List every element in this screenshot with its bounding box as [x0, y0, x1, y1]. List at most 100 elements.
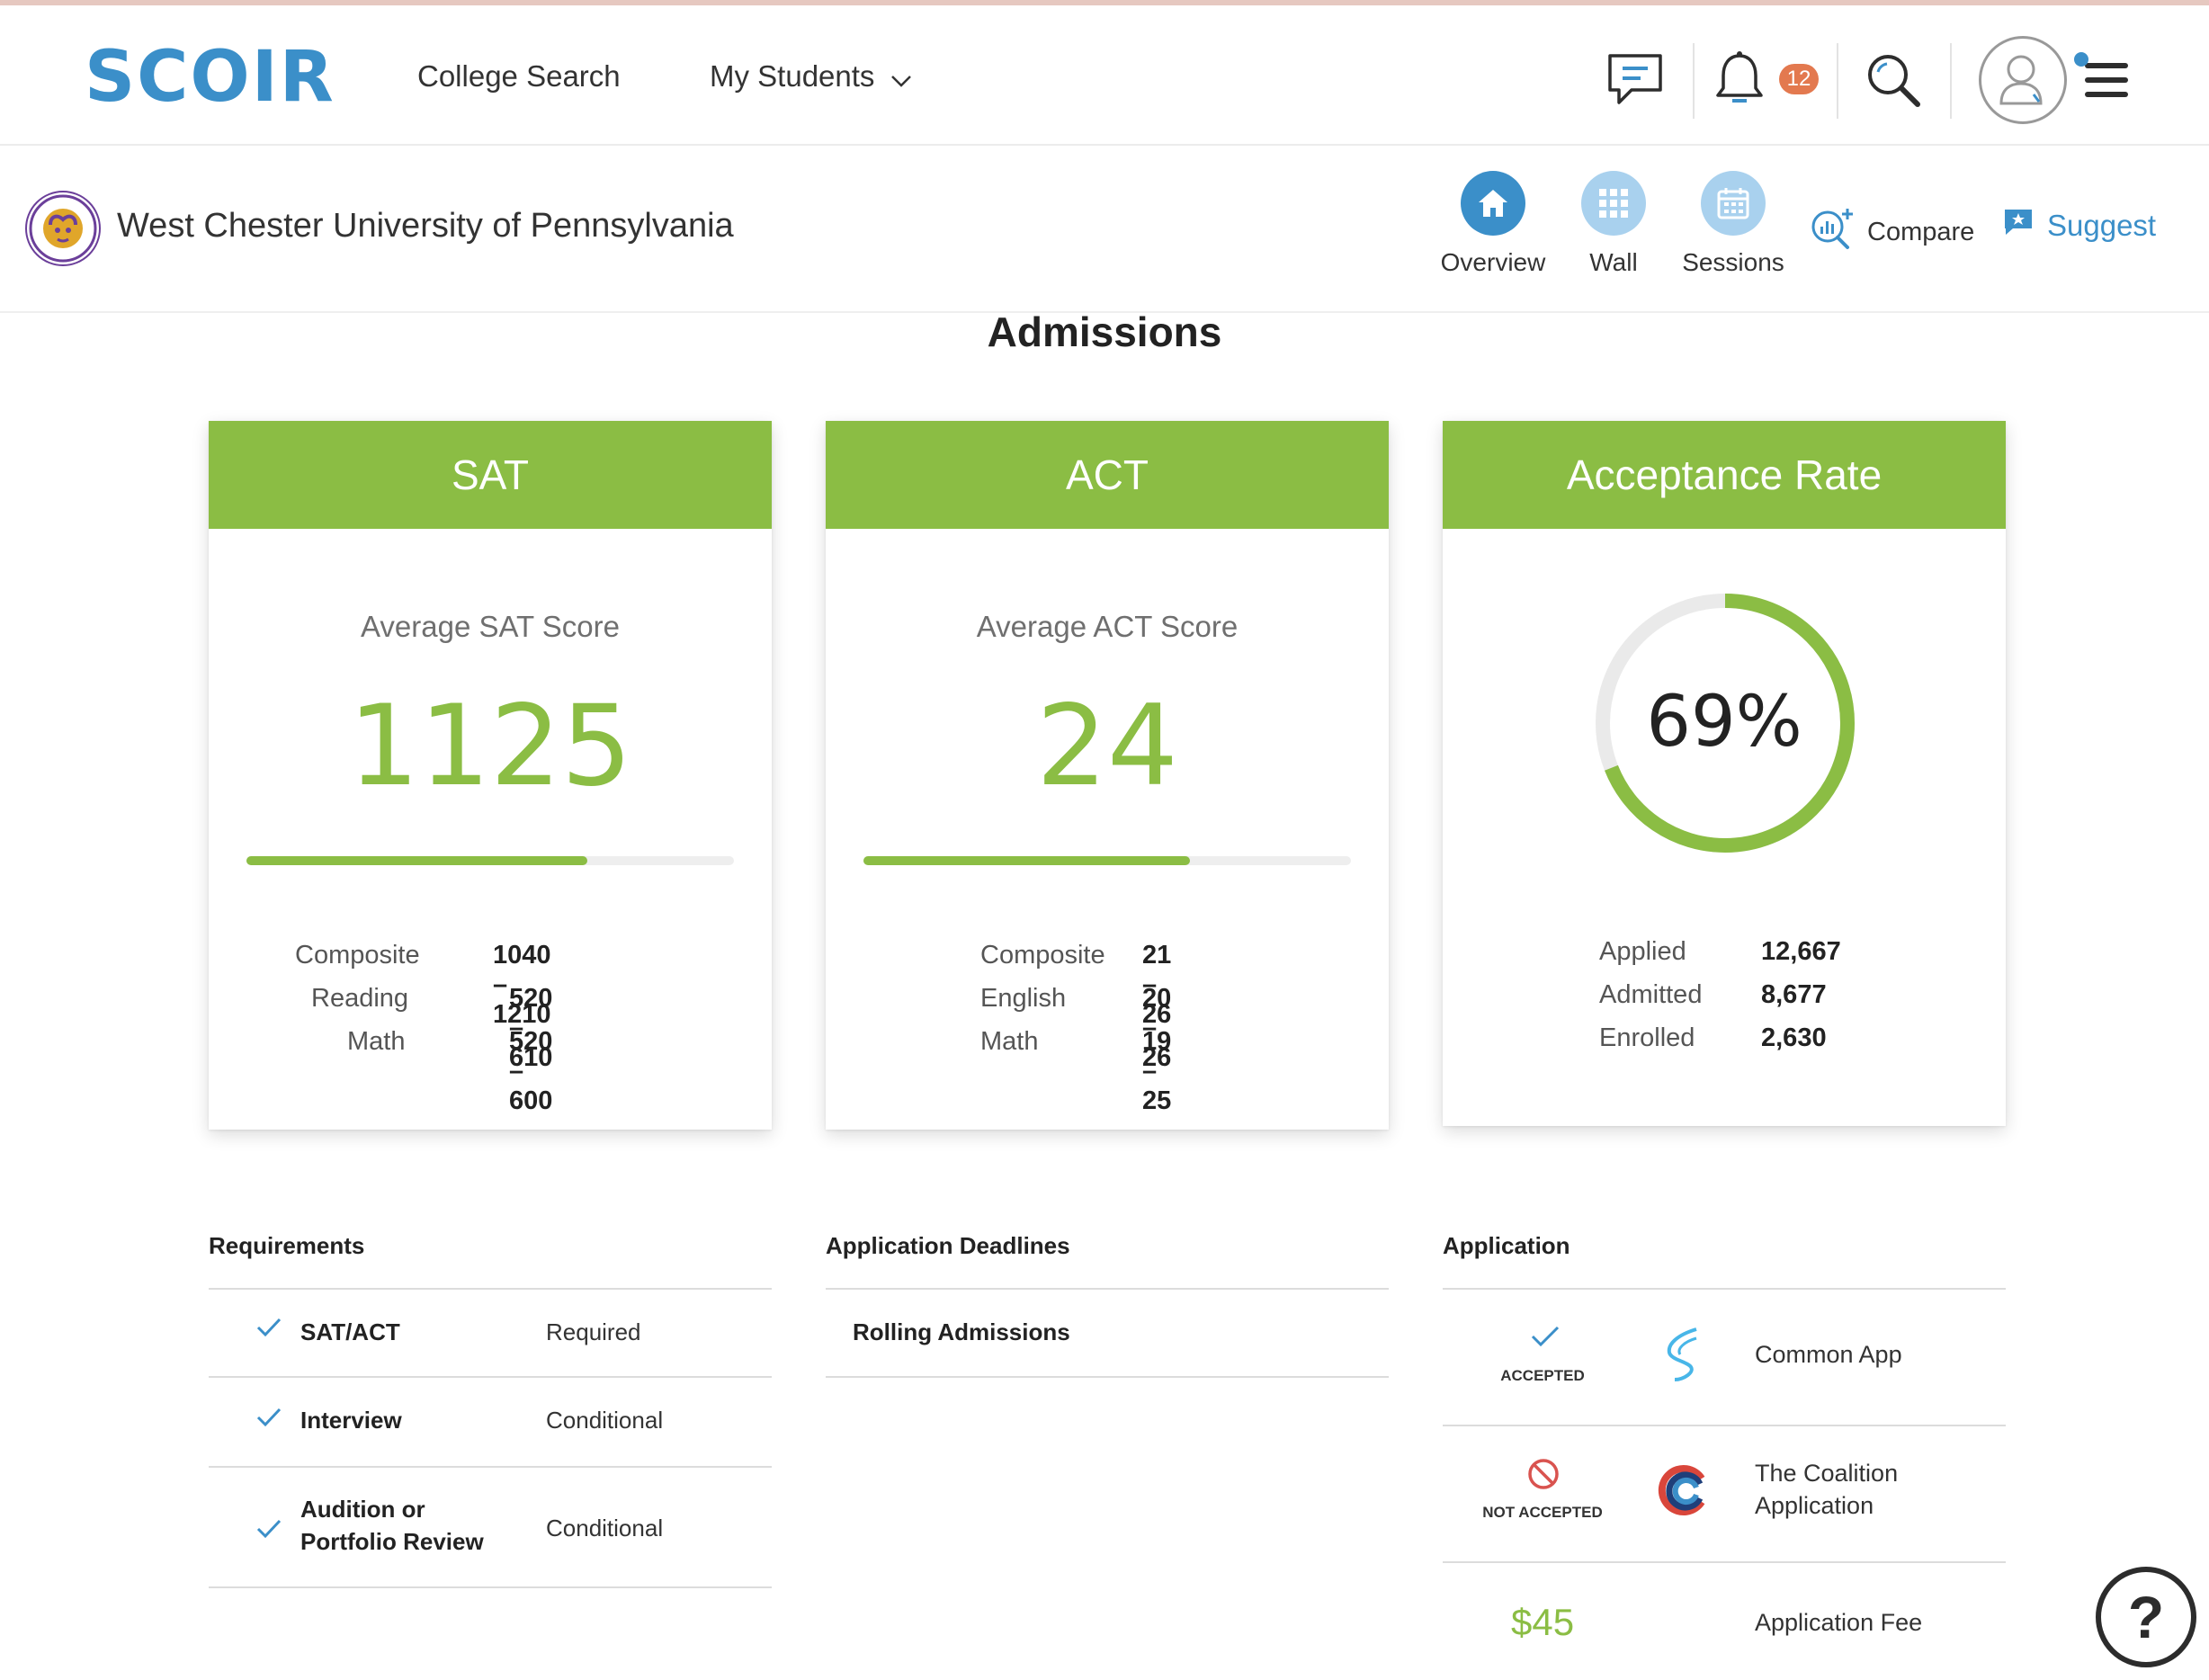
sat-card-subtitle: Average SAT Score: [361, 610, 620, 643]
stat-label: Math: [347, 1027, 406, 1056]
top-nav: SCOIR College Search My Students 12: [0, 5, 2209, 146]
calendar-icon: [1701, 171, 1766, 236]
divider: [209, 1376, 772, 1378]
school-header: West Chester University of Pennsylvania …: [0, 147, 2209, 313]
home-icon: [1461, 171, 1525, 236]
stat-value: 520 – 600: [509, 1027, 553, 1115]
stat-label: Math: [980, 1027, 1039, 1056]
suggest-button[interactable]: Suggest: [2002, 207, 2156, 245]
stat-label: Composite: [980, 941, 1105, 970]
tab-overview-label: Overview: [1440, 248, 1546, 276]
application-name: The Coalition Application: [1755, 1460, 1899, 1519]
application-fee-label: Application Fee: [1755, 1609, 1923, 1636]
stat-value: 2,630: [1761, 1023, 1827, 1052]
avatar-icon[interactable]: [1979, 36, 2067, 124]
nav-divider: [1693, 43, 1695, 119]
act-card-subtitle: Average ACT Score: [976, 610, 1239, 643]
chat-icon[interactable]: [1605, 50, 1666, 114]
deadline-item: Rolling Admissions: [853, 1318, 1070, 1345]
not-accepted-icon: [1526, 1457, 1561, 1496]
school-name: West Chester University of Pennsylvania: [117, 207, 734, 245]
act-score-bar: [863, 856, 1351, 865]
application-title: Application: [1443, 1232, 1570, 1259]
tab-wall-label: Wall: [1589, 248, 1638, 276]
requirement-name: Audition or Portfolio Review: [300, 1496, 484, 1555]
stat-label: Composite: [295, 941, 420, 970]
admissions-title: Admissions: [987, 308, 1222, 355]
divider: [209, 1586, 772, 1588]
act-card-header: ACT: [826, 421, 1389, 529]
menu-icon[interactable]: [2083, 58, 2130, 107]
suggest-label: Suggest: [2047, 209, 2157, 242]
notification-count-badge: 12: [1779, 64, 1819, 94]
application-name: Common App: [1755, 1341, 1902, 1368]
suggest-icon: [2002, 207, 2035, 245]
deadlines-title: Application Deadlines: [826, 1232, 1070, 1259]
stat-value: 8,677: [1761, 980, 1827, 1009]
stat-value: 520 – 610: [509, 984, 553, 1072]
stat-value: 12,667: [1761, 937, 1841, 966]
my-students-dropdown[interactable]: My Students: [710, 59, 912, 95]
acceptance-card-header: Acceptance Rate: [1443, 421, 2006, 529]
compare-button[interactable]: Compare: [1810, 207, 1974, 257]
divider: [1443, 1561, 2006, 1563]
divider: [826, 1288, 1389, 1290]
sat-card-header: SAT: [209, 421, 772, 529]
acceptance-rate-percent: 69%: [1646, 682, 1802, 763]
requirement-name: Interview: [300, 1407, 402, 1434]
menu-notification-dot: [2074, 52, 2088, 67]
stat-label: Enrolled: [1599, 1023, 1695, 1052]
application-status: ACCEPTED: [1500, 1367, 1585, 1384]
stat-label: Admitted: [1599, 980, 1703, 1009]
divider: [209, 1466, 772, 1468]
requirements-title: Requirements: [209, 1232, 365, 1259]
accepted-check-icon: [1529, 1324, 1561, 1354]
sat-average-score: 1125: [348, 682, 632, 811]
act-card: ACT Average ACT Score 24 Composite 21 – …: [826, 421, 1389, 1130]
nav-divider: [1837, 43, 1838, 119]
grid-icon: [1581, 171, 1646, 236]
tab-overview[interactable]: Overview: [1430, 171, 1556, 277]
divider: [1443, 1288, 2006, 1290]
application-status: NOT ACCEPTED: [1482, 1504, 1603, 1521]
logo-text: SCOIR: [85, 37, 335, 118]
stat-label: Applied: [1599, 937, 1686, 966]
help-button[interactable]: ?: [2096, 1567, 2196, 1667]
stat-label: Reading: [311, 984, 409, 1013]
university-seal-icon: [25, 191, 101, 266]
window-top-border: [0, 0, 2209, 5]
stat-value: 20 – 26: [1142, 984, 1172, 1072]
chevron-down-icon: [890, 61, 912, 95]
divider: [826, 1376, 1389, 1378]
act-average-score: 24: [1036, 682, 1178, 811]
nav-divider: [1950, 43, 1952, 119]
requirement-status: Required: [546, 1318, 641, 1345]
stat-value: 19 – 25: [1142, 1027, 1172, 1115]
acceptance-rate-card: Acceptance Rate 69% Applied 12,667 Admit…: [1443, 421, 2006, 1126]
help-icon: ?: [2127, 1584, 2165, 1650]
tab-wall[interactable]: Wall: [1551, 171, 1677, 277]
stat-value: 1040 – 1210: [493, 941, 551, 1029]
requirement-status: Conditional: [546, 1407, 664, 1434]
sat-score-bar-fill: [246, 856, 588, 865]
my-students-label: My Students: [710, 59, 875, 93]
requirement-status: Conditional: [546, 1515, 664, 1541]
college-search-link[interactable]: College Search: [417, 59, 621, 93]
bell-icon[interactable]: [1714, 50, 1765, 114]
requirement-name: SAT/ACT: [300, 1318, 400, 1345]
search-icon[interactable]: [1864, 50, 1923, 114]
common-app-logo-icon: [1660, 1326, 1705, 1388]
check-icon: [255, 1405, 282, 1435]
tab-sessions[interactable]: Sessions: [1670, 171, 1796, 277]
tab-sessions-label: Sessions: [1682, 248, 1784, 276]
donut-arc: [1596, 594, 1855, 853]
compare-icon: [1810, 207, 1855, 257]
check-icon: [255, 1315, 282, 1345]
acceptance-donut-chart: [1596, 594, 1855, 853]
sat-card: SAT Average SAT Score 1125 Composite 104…: [209, 421, 772, 1130]
stat-value: 21 – 26: [1142, 941, 1172, 1029]
stat-label: English: [980, 984, 1067, 1013]
scoir-logo[interactable]: SCOIR: [85, 37, 335, 118]
compare-label: Compare: [1867, 217, 1975, 246]
divider: [1443, 1425, 2006, 1426]
